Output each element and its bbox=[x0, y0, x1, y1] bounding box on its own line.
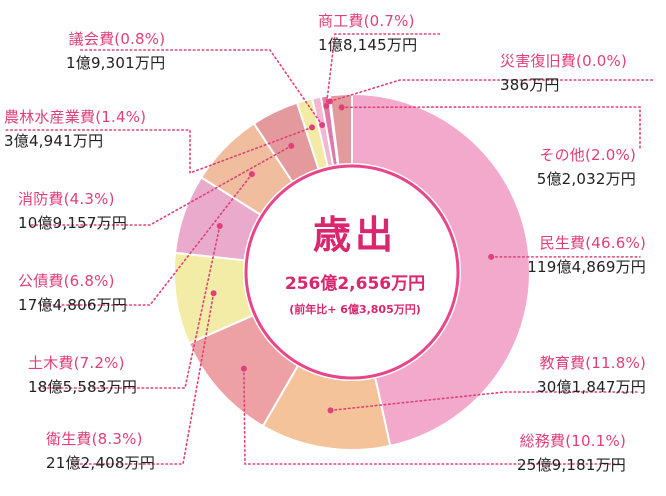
leader-line-12 bbox=[329, 79, 656, 103]
leader-dot-12 bbox=[326, 98, 333, 105]
label-shoko: 商工費(0.7%) 1億8,145万円 bbox=[318, 12, 418, 54]
label-kosai: 公債費(6.8%) 17億4,806万円 bbox=[18, 272, 128, 314]
label-sonota: その他(2.0%) 5億2,032万円 bbox=[536, 146, 636, 188]
leader-line-5 bbox=[35, 225, 221, 389]
label-shobo: 消防費(4.3%) 10億9,157万円 bbox=[18, 190, 128, 232]
leader-dot-9 bbox=[319, 122, 326, 129]
leader-dot-2 bbox=[327, 407, 334, 414]
label-saigai: 災害復旧費(0.0%) 386万円 bbox=[500, 52, 628, 94]
leader-line-3 bbox=[243, 367, 621, 465]
leader-line-8 bbox=[4, 126, 313, 175]
label-kyoiku: 教育費(11.8%) 30億1,847万円 bbox=[536, 354, 646, 396]
donut-center-ring bbox=[244, 164, 460, 380]
label-norin: 農林水産業費(1.4%) 3億4,941万円 bbox=[4, 108, 147, 150]
slice-1 bbox=[351, 92, 531, 448]
leader-dot-8 bbox=[309, 124, 316, 131]
label-somu: 総務費(10.1%) 25億9,181万円 bbox=[516, 432, 626, 474]
chart-total: 256億2,656万円 bbox=[284, 274, 426, 294]
leader-dot-1 bbox=[488, 253, 495, 260]
label-minsei: 民生費(46.6%) 119億4,869万円 bbox=[527, 234, 646, 276]
leader-dot-5 bbox=[216, 223, 223, 230]
slice-12 bbox=[328, 92, 353, 166]
chart-title: 歳出 bbox=[312, 213, 397, 257]
leader-dot-6 bbox=[248, 171, 255, 178]
label-doboku: 土木費(7.2%) 18億5,583万円 bbox=[28, 354, 138, 396]
leader-dot-7 bbox=[288, 142, 295, 149]
leader-dot-11 bbox=[338, 104, 345, 111]
leader-dot-4 bbox=[210, 290, 217, 297]
leader-line-7 bbox=[29, 145, 293, 226]
leader-line-10 bbox=[325, 33, 441, 107]
leader-dot-10 bbox=[323, 102, 330, 109]
label-gikai: 議会費(0.8%) 1億9,301万円 bbox=[66, 30, 166, 72]
label-eisei: 衛生費(8.3%) 21億2,408万円 bbox=[46, 430, 156, 472]
leader-line-6 bbox=[39, 173, 253, 306]
chart-subtitle: (前年比+ 6億3,805万円) bbox=[289, 303, 421, 316]
leader-dot-3 bbox=[240, 365, 247, 372]
leader-line-11 bbox=[340, 106, 641, 149]
leader-line-2 bbox=[329, 391, 641, 412]
leader-line-4 bbox=[69, 292, 215, 465]
leader-line-9 bbox=[77, 49, 323, 126]
